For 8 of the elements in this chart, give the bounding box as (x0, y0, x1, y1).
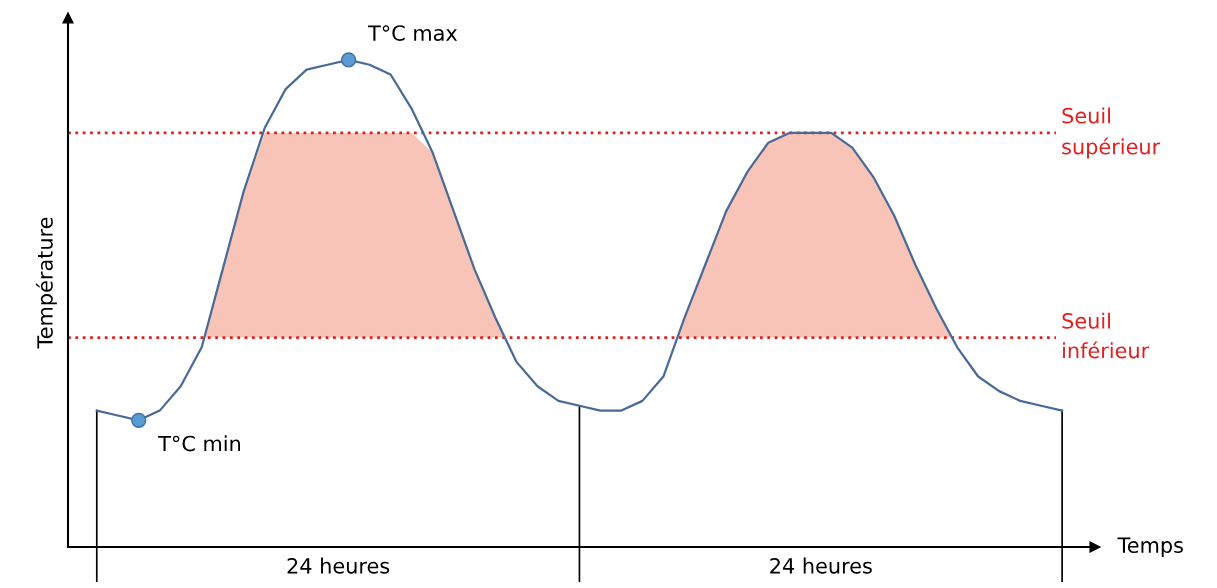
text: 24 heures (770, 557, 872, 574)
ref-line-label: Seuil inférieur (1062, 312, 1150, 359)
ref-line-label: Seuil supérieur (1062, 107, 1161, 159)
text: 24 heures (287, 557, 390, 574)
x-axis-title: Temps (1117, 537, 1183, 558)
text: T°C max (367, 25, 458, 41)
y-axis-title: Température (35, 217, 57, 349)
annotation: T°C min (158, 435, 241, 452)
